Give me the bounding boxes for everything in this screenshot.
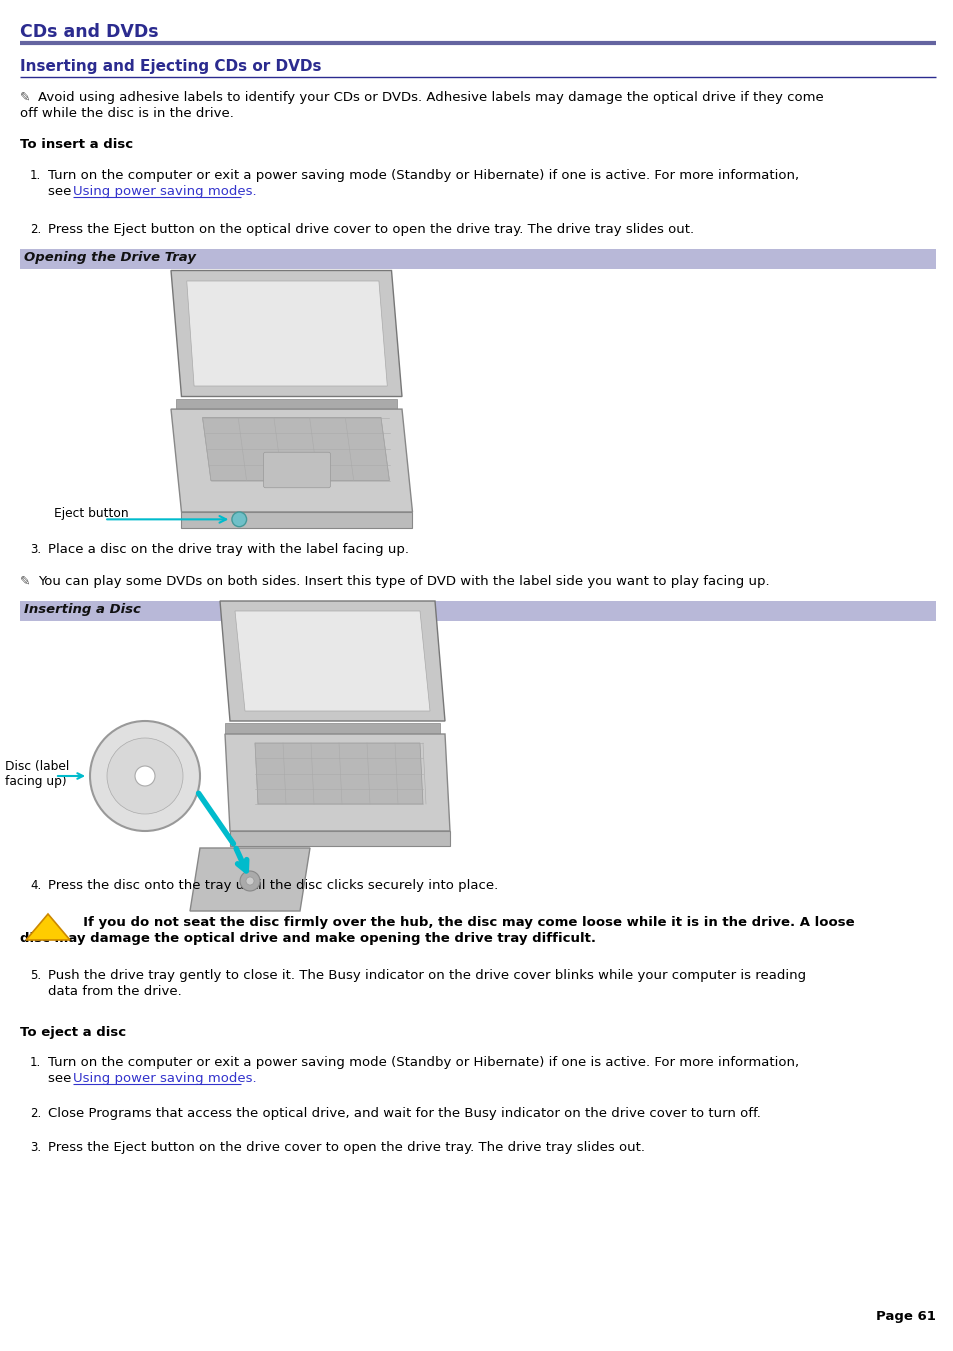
Text: 3.: 3. bbox=[30, 1142, 41, 1154]
Bar bbox=[20, 249, 935, 269]
Text: Avoid using adhesive labels to identify your CDs or DVDs. Adhesive labels may da: Avoid using adhesive labels to identify … bbox=[38, 91, 822, 104]
Text: Press the Eject button on the drive cover to open the drive tray. The drive tray: Press the Eject button on the drive cove… bbox=[48, 1142, 644, 1154]
Text: Push the drive tray gently to close it. The Busy indicator on the drive cover bl: Push the drive tray gently to close it. … bbox=[48, 969, 805, 982]
Text: 4.: 4. bbox=[30, 880, 41, 892]
Text: !: ! bbox=[45, 915, 51, 927]
Polygon shape bbox=[176, 399, 396, 409]
Text: ✎: ✎ bbox=[20, 576, 30, 588]
Text: Press the disc onto the tray until the disc clicks securely into place.: Press the disc onto the tray until the d… bbox=[48, 880, 497, 892]
Text: see: see bbox=[48, 185, 75, 199]
Text: 3.: 3. bbox=[30, 543, 41, 557]
Text: data from the drive.: data from the drive. bbox=[48, 985, 182, 998]
Circle shape bbox=[240, 871, 260, 892]
Text: Page 61: Page 61 bbox=[875, 1310, 935, 1323]
Text: CDs and DVDs: CDs and DVDs bbox=[20, 23, 158, 41]
Polygon shape bbox=[171, 409, 412, 512]
Text: If you do not seat the disc firmly over the hub, the disc may come loose while i: If you do not seat the disc firmly over … bbox=[60, 916, 854, 929]
Polygon shape bbox=[181, 512, 412, 528]
Polygon shape bbox=[171, 270, 401, 396]
Text: Inserting a Disc: Inserting a Disc bbox=[24, 603, 141, 616]
Circle shape bbox=[135, 766, 154, 786]
Polygon shape bbox=[230, 831, 450, 846]
Text: off while the disc is in the drive.: off while the disc is in the drive. bbox=[20, 107, 233, 120]
Text: ✎: ✎ bbox=[20, 91, 30, 104]
Text: 2.: 2. bbox=[30, 1106, 41, 1120]
Circle shape bbox=[232, 512, 246, 527]
Text: Turn on the computer or exit a power saving mode (Standby or Hibernate) if one i: Turn on the computer or exit a power sav… bbox=[48, 169, 799, 182]
Polygon shape bbox=[254, 743, 422, 804]
Text: see: see bbox=[48, 1071, 75, 1085]
Circle shape bbox=[246, 877, 253, 885]
Text: Eject button: Eject button bbox=[54, 507, 129, 520]
Text: Turn on the computer or exit a power saving mode (Standby or Hibernate) if one i: Turn on the computer or exit a power sav… bbox=[48, 1056, 799, 1069]
Polygon shape bbox=[187, 281, 387, 386]
Circle shape bbox=[107, 738, 183, 815]
Text: To insert a disc: To insert a disc bbox=[20, 138, 133, 151]
Text: Inserting and Ejecting CDs or DVDs: Inserting and Ejecting CDs or DVDs bbox=[20, 59, 321, 74]
Text: You can play some DVDs on both sides. Insert this type of DVD with the label sid: You can play some DVDs on both sides. In… bbox=[38, 576, 769, 588]
Text: Using power saving modes.: Using power saving modes. bbox=[73, 1071, 256, 1085]
Polygon shape bbox=[225, 723, 439, 734]
Polygon shape bbox=[26, 915, 70, 940]
Bar bbox=[20, 601, 935, 621]
Text: Close Programs that access the optical drive, and wait for the Busy indicator on: Close Programs that access the optical d… bbox=[48, 1106, 760, 1120]
Polygon shape bbox=[220, 601, 444, 721]
Text: Place a disc on the drive tray with the label facing up.: Place a disc on the drive tray with the … bbox=[48, 543, 409, 557]
Polygon shape bbox=[234, 611, 430, 711]
Text: facing up): facing up) bbox=[5, 775, 67, 788]
Polygon shape bbox=[202, 417, 389, 481]
Text: Opening the Drive Tray: Opening the Drive Tray bbox=[24, 251, 195, 263]
Polygon shape bbox=[190, 848, 310, 911]
Text: 2.: 2. bbox=[30, 223, 41, 236]
Text: 1.: 1. bbox=[30, 1056, 41, 1069]
Text: Disc (label: Disc (label bbox=[5, 761, 70, 773]
Circle shape bbox=[90, 721, 200, 831]
Text: Press the Eject button on the optical drive cover to open the drive tray. The dr: Press the Eject button on the optical dr… bbox=[48, 223, 694, 236]
Text: disc may damage the optical drive and make opening the drive tray difficult.: disc may damage the optical drive and ma… bbox=[20, 932, 596, 944]
FancyBboxPatch shape bbox=[263, 453, 330, 488]
Text: 5.: 5. bbox=[30, 969, 41, 982]
Text: Using power saving modes.: Using power saving modes. bbox=[73, 185, 256, 199]
Text: To eject a disc: To eject a disc bbox=[20, 1025, 126, 1039]
Text: 1.: 1. bbox=[30, 169, 41, 182]
Polygon shape bbox=[225, 734, 450, 831]
